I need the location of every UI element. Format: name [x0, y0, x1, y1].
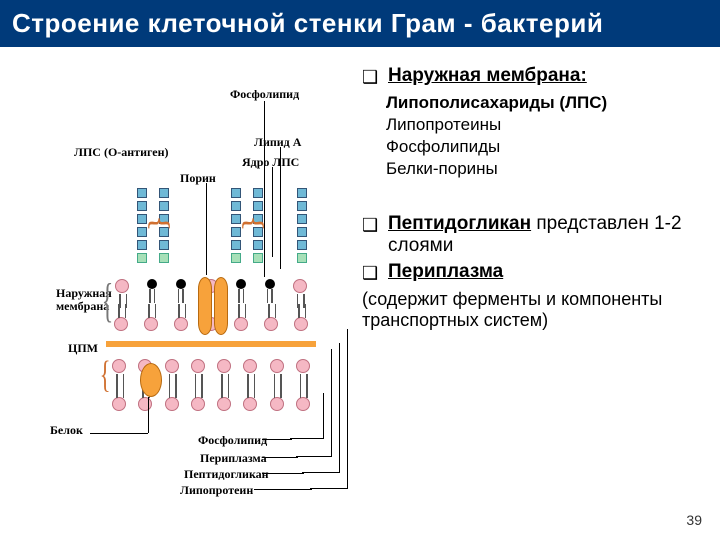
leader-protein-v [148, 397, 149, 433]
porin-left [198, 277, 212, 335]
conn-periplasm [262, 457, 298, 458]
peptidoglycan-layer [106, 341, 316, 347]
cpm-outer-leaflet [106, 359, 316, 383]
label-periplasm: Периплазма [200, 451, 267, 466]
label-lps-core: Ядро ЛПС [242, 155, 299, 170]
content-area: Фосфолипид Липид А Ядро ЛПС ЛПС (О-антиг… [0, 47, 720, 537]
label-lipid-a: Липид А [254, 135, 301, 150]
label-phospholipid-bot: Фосфолипид [198, 433, 267, 448]
leader-phospholipid-top [264, 101, 265, 277]
conn-phospholipid-bot [262, 439, 292, 440]
bullet-icon: ❑ [362, 261, 380, 285]
slide: Строение клеточной стенки Грам - бактери… [0, 0, 720, 540]
bullet-icon: ❑ [362, 65, 380, 89]
section-outer-membrane: ❑ Наружная мембрана: Липополисахариды (Л… [362, 65, 708, 179]
heading-peptidoglycan: Пептидогликан [388, 213, 531, 234]
lps-brace-2: ︷ [242, 181, 265, 236]
lps-brace-1: ︷ [148, 181, 171, 236]
cell-wall-diagram: Фосфолипид Липид А Ядро ЛПС ЛПС (О-антиг… [40, 73, 350, 503]
cpm-protein [140, 363, 162, 397]
conn-peptidoglycan [262, 473, 304, 474]
leader-lipoprotein [310, 329, 348, 489]
heading-outer-membrane: Наружная мембрана: [388, 65, 587, 87]
item-lps: Липополисахариды (ЛПС) [386, 93, 708, 113]
item-lipoproteins: Липопротеины [386, 115, 708, 135]
text-peptidoglycan: Пептидогликан представлен 1-2 слоями [388, 213, 708, 257]
leader-lipid-a [280, 147, 281, 269]
item-phospholipids: Фосфолипиды [386, 137, 708, 157]
conn-lipoprotein [254, 489, 312, 490]
label-lipoprotein: Липопротеин [180, 483, 253, 498]
diagram-column: Фосфолипид Липид А Ядро ЛПС ЛПС (О-антиг… [0, 47, 360, 537]
porin-right [214, 277, 228, 335]
label-porin: Порин [180, 171, 216, 186]
leader-porin [206, 183, 207, 275]
label-peptidoglycan: Пептидогликан [184, 467, 269, 482]
label-phospholipid-top: Фосфолипид [230, 87, 299, 102]
label-protein: Белок [50, 423, 83, 438]
slide-title: Строение клеточной стенки Грам - бактери… [0, 0, 720, 47]
label-cpm: ЦПМ [68, 341, 98, 356]
leader-protein [90, 433, 148, 434]
section-peptidoglycan: ❑ Пептидогликан представлен 1-2 слоями ❑… [362, 213, 708, 331]
leader-lps-core [272, 167, 273, 257]
bullet-icon: ❑ [362, 213, 380, 237]
label-lps-oantigen: ЛПС (О-антиген) [74, 145, 169, 160]
text-periplasm-paren: (содержит ферменты и компоненты транспор… [362, 289, 708, 331]
heading-periplasm: Периплазма [388, 261, 503, 283]
cpm-inner-leaflet [106, 397, 316, 421]
text-column: ❑ Наружная мембрана: Липополисахариды (Л… [360, 47, 720, 537]
slide-number: 39 [686, 512, 702, 528]
item-porins: Белки-порины [386, 159, 708, 179]
